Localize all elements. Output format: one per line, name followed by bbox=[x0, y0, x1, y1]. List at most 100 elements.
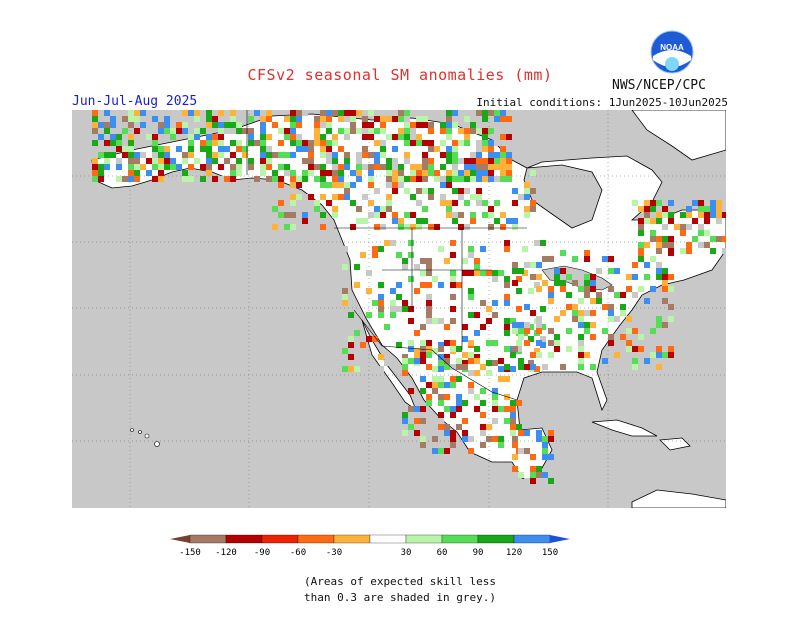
anomaly-cell bbox=[366, 270, 372, 276]
anomaly-cell bbox=[662, 236, 668, 242]
anomaly-cell bbox=[92, 170, 98, 176]
anomaly-cell bbox=[408, 318, 414, 324]
anomaly-cell bbox=[482, 200, 488, 206]
anomaly-cell bbox=[488, 224, 494, 230]
anomaly-cell bbox=[530, 478, 536, 484]
anomaly-cell bbox=[416, 188, 422, 194]
anomaly-cell bbox=[398, 218, 404, 224]
anomaly-cell bbox=[650, 200, 656, 206]
anomaly-cell bbox=[290, 122, 296, 128]
anomaly-cell bbox=[438, 376, 444, 382]
anomaly-cell bbox=[422, 218, 428, 224]
anomaly-cell bbox=[212, 176, 218, 182]
anomaly-cell bbox=[500, 110, 506, 116]
anomaly-cell bbox=[402, 354, 408, 360]
anomaly-cell bbox=[438, 354, 444, 360]
anomaly-cell bbox=[338, 110, 344, 116]
anomaly-cell bbox=[356, 176, 362, 182]
anomaly-cell bbox=[134, 164, 140, 170]
anomaly-cell bbox=[326, 116, 332, 122]
anomaly-cell bbox=[378, 306, 384, 312]
anomaly-cell bbox=[542, 436, 548, 442]
anomaly-cell bbox=[444, 406, 450, 412]
anomaly-cell bbox=[452, 200, 458, 206]
anomaly-cell bbox=[350, 200, 356, 206]
anomaly-cell bbox=[456, 424, 462, 430]
anomaly-cell bbox=[438, 394, 444, 400]
anomaly-cell bbox=[314, 200, 320, 206]
anomaly-cell bbox=[488, 146, 494, 152]
anomaly-cell bbox=[134, 170, 140, 176]
anomaly-cell bbox=[308, 194, 314, 200]
anomaly-cell bbox=[440, 122, 446, 128]
anomaly-cell bbox=[584, 322, 590, 328]
anomaly-cell bbox=[452, 146, 458, 152]
anomaly-cell bbox=[468, 370, 474, 376]
anomaly-cell bbox=[464, 158, 470, 164]
anomaly-cell bbox=[302, 176, 308, 182]
anomaly-cell bbox=[374, 116, 380, 122]
anomaly-cell bbox=[446, 122, 452, 128]
anomaly-cell bbox=[542, 442, 548, 448]
skill-note-line1: (Areas of expected skill less bbox=[303, 575, 497, 588]
anomaly-cell bbox=[212, 140, 218, 146]
anomaly-cell bbox=[450, 436, 456, 442]
anomaly-cell bbox=[308, 152, 314, 158]
anomaly-cell bbox=[590, 364, 596, 370]
anomaly-cell bbox=[224, 176, 230, 182]
anomaly-cell bbox=[200, 176, 206, 182]
anomaly-cell bbox=[452, 110, 458, 116]
anomaly-cell bbox=[164, 158, 170, 164]
anomaly-cell bbox=[402, 364, 408, 370]
anomaly-cell bbox=[686, 224, 692, 230]
anomaly-cell bbox=[380, 212, 386, 218]
anomaly-cell bbox=[290, 182, 296, 188]
anomaly-cell bbox=[390, 306, 396, 312]
anomaly-cell bbox=[446, 116, 452, 122]
anomaly-cell bbox=[332, 170, 338, 176]
anomaly-cell bbox=[380, 224, 386, 230]
anomaly-cell bbox=[656, 242, 662, 248]
anomaly-cell bbox=[314, 128, 320, 134]
skill-note-line2: than 0.3 are shaded in grey.) bbox=[303, 591, 497, 604]
anomaly-cell bbox=[230, 110, 236, 116]
anomaly-cell bbox=[650, 286, 656, 292]
anomaly-cell bbox=[344, 116, 350, 122]
anomaly-cell bbox=[534, 282, 540, 288]
anomaly-cell bbox=[320, 224, 326, 230]
anomaly-cell bbox=[332, 152, 338, 158]
anomaly-cell bbox=[662, 352, 668, 358]
anomaly-cell bbox=[414, 418, 420, 424]
anomaly-cell bbox=[572, 310, 578, 316]
anomaly-cell bbox=[290, 200, 296, 206]
anomaly-cell bbox=[134, 176, 140, 182]
anomaly-cell bbox=[578, 346, 584, 352]
anomaly-cell bbox=[432, 348, 438, 354]
anomaly-cell bbox=[518, 364, 524, 370]
anomaly-cell bbox=[386, 164, 392, 170]
anomaly-cell bbox=[474, 330, 480, 336]
anomaly-cell bbox=[656, 274, 662, 280]
anomaly-cell bbox=[450, 406, 456, 412]
anomaly-cell bbox=[338, 170, 344, 176]
anomaly-cell bbox=[290, 116, 296, 122]
anomaly-cell bbox=[578, 334, 584, 340]
anomaly-cell bbox=[710, 206, 716, 212]
legend-swatch bbox=[441, 534, 479, 544]
anomaly-cell bbox=[410, 164, 416, 170]
anomaly-cell bbox=[158, 128, 164, 134]
anomaly-cell bbox=[542, 454, 548, 460]
anomaly-cell bbox=[426, 270, 432, 276]
anomaly-cell bbox=[284, 128, 290, 134]
anomaly-cell bbox=[492, 418, 498, 424]
anomaly-cell bbox=[486, 340, 492, 346]
anomaly-cell bbox=[504, 240, 510, 246]
anomaly-cell bbox=[528, 336, 534, 342]
anomaly-cell bbox=[242, 128, 248, 134]
anomaly-cell bbox=[134, 116, 140, 122]
anomaly-cell bbox=[522, 246, 528, 252]
anomaly-cell bbox=[362, 152, 368, 158]
anomaly-cell bbox=[500, 122, 506, 128]
anomaly-cell bbox=[188, 152, 194, 158]
anomaly-cell bbox=[354, 282, 360, 288]
